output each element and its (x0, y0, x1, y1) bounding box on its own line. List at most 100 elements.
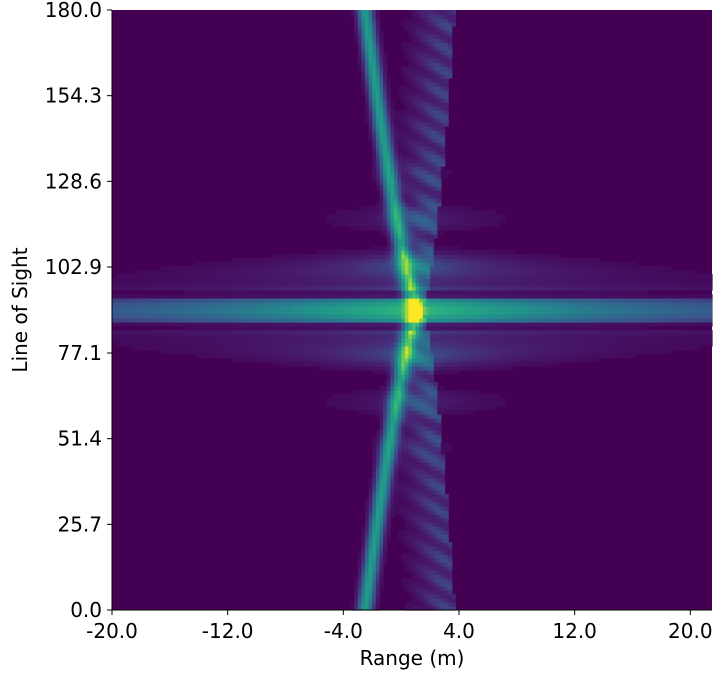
heat-cell (422, 562, 428, 567)
heat-cell (296, 318, 301, 323)
heat-cell (581, 334, 587, 339)
heat-cell (158, 310, 164, 315)
heat-cell (404, 450, 409, 455)
heat-cell (274, 302, 279, 307)
heat-cell (480, 394, 485, 399)
heat-cell (350, 350, 355, 355)
heat-cell (426, 354, 431, 359)
heat-cell (408, 550, 413, 555)
heat-cell (444, 302, 449, 307)
heat-cell (412, 454, 417, 459)
heat-cell (397, 442, 402, 447)
heat-cell (325, 402, 330, 407)
heat-cell (404, 406, 409, 411)
heat-cell (599, 322, 605, 327)
heat-cell (444, 554, 449, 559)
heat-cell (383, 410, 388, 415)
heat-cell (213, 330, 218, 335)
heat-cell (307, 302, 312, 307)
heat-cell (216, 274, 222, 279)
heat-cell (368, 358, 373, 363)
heat-cell (299, 298, 305, 303)
heat-cell (390, 462, 395, 467)
heat-cell (422, 394, 428, 399)
heat-cell (343, 342, 348, 347)
heat-cell (314, 302, 319, 307)
heat-cell (552, 306, 558, 311)
heat-cell (372, 606, 377, 611)
heat-cell (487, 290, 493, 295)
heat-cell (238, 334, 243, 339)
heat-cell (614, 306, 619, 311)
heat-cell (491, 346, 496, 351)
heat-cell (524, 298, 529, 303)
heat-cell (531, 294, 536, 299)
heat-cell (158, 278, 164, 283)
heat-cell (574, 294, 579, 299)
heat-cell (516, 350, 522, 355)
heat-cell (643, 330, 648, 335)
heat-cell (173, 278, 178, 283)
heat-cell (693, 306, 699, 311)
heat-cell (339, 286, 344, 291)
heat-cell (234, 286, 240, 291)
heat-cell (419, 382, 424, 387)
heat-cell (430, 546, 435, 551)
heat-cell (119, 322, 124, 327)
heat-cell (502, 310, 507, 315)
heat-cell (336, 286, 341, 291)
heat-cell (274, 286, 279, 291)
heat-cell (234, 318, 240, 323)
heat-cell (596, 290, 601, 295)
heat-cell (704, 342, 709, 347)
heat-cell (581, 298, 587, 303)
heat-cell (386, 334, 391, 339)
heat-cell (401, 430, 406, 435)
heat-cell (383, 354, 388, 359)
heat-cell (473, 294, 478, 299)
heat-cell (379, 562, 384, 567)
heat-cell (256, 270, 261, 275)
heat-cell (357, 554, 362, 559)
heat-cell (173, 298, 178, 303)
heat-cell (632, 274, 637, 279)
heat-cell (350, 394, 355, 399)
heat-cell (502, 354, 507, 359)
heat-cell (621, 330, 626, 335)
heat-cell (484, 302, 489, 307)
heat-cell (430, 350, 435, 355)
heat-cell (195, 306, 200, 311)
heat-cell (563, 278, 569, 283)
heat-cell (339, 294, 344, 299)
heat-cell (560, 278, 565, 283)
heat-cell (412, 406, 417, 411)
heat-cell (437, 554, 442, 559)
heat-cell (448, 446, 453, 451)
heat-cell (209, 338, 214, 343)
heat-cell (213, 302, 218, 307)
heat-cell (646, 274, 652, 279)
heat-cell (426, 270, 431, 275)
heat-cell (401, 490, 406, 495)
heat-cell (361, 278, 366, 283)
heat-cell (444, 326, 449, 331)
heat-cell (433, 550, 438, 555)
heat-cell (343, 294, 348, 299)
heat-cell (426, 454, 431, 459)
heat-cell (274, 354, 279, 359)
heat-cell (415, 354, 420, 359)
heat-cell (473, 398, 478, 403)
heat-cell (502, 294, 507, 299)
heat-cell (173, 334, 178, 339)
heat-cell (361, 310, 366, 315)
heat-cell (412, 362, 417, 367)
heat-cell (231, 346, 236, 351)
heat-cell (433, 442, 438, 447)
heat-cell (390, 322, 395, 327)
heat-cell (412, 466, 417, 471)
heat-cell (252, 290, 258, 295)
heat-cell (368, 322, 373, 327)
heat-cell (549, 338, 554, 343)
heat-cell (462, 310, 467, 315)
heat-cell (419, 522, 424, 527)
